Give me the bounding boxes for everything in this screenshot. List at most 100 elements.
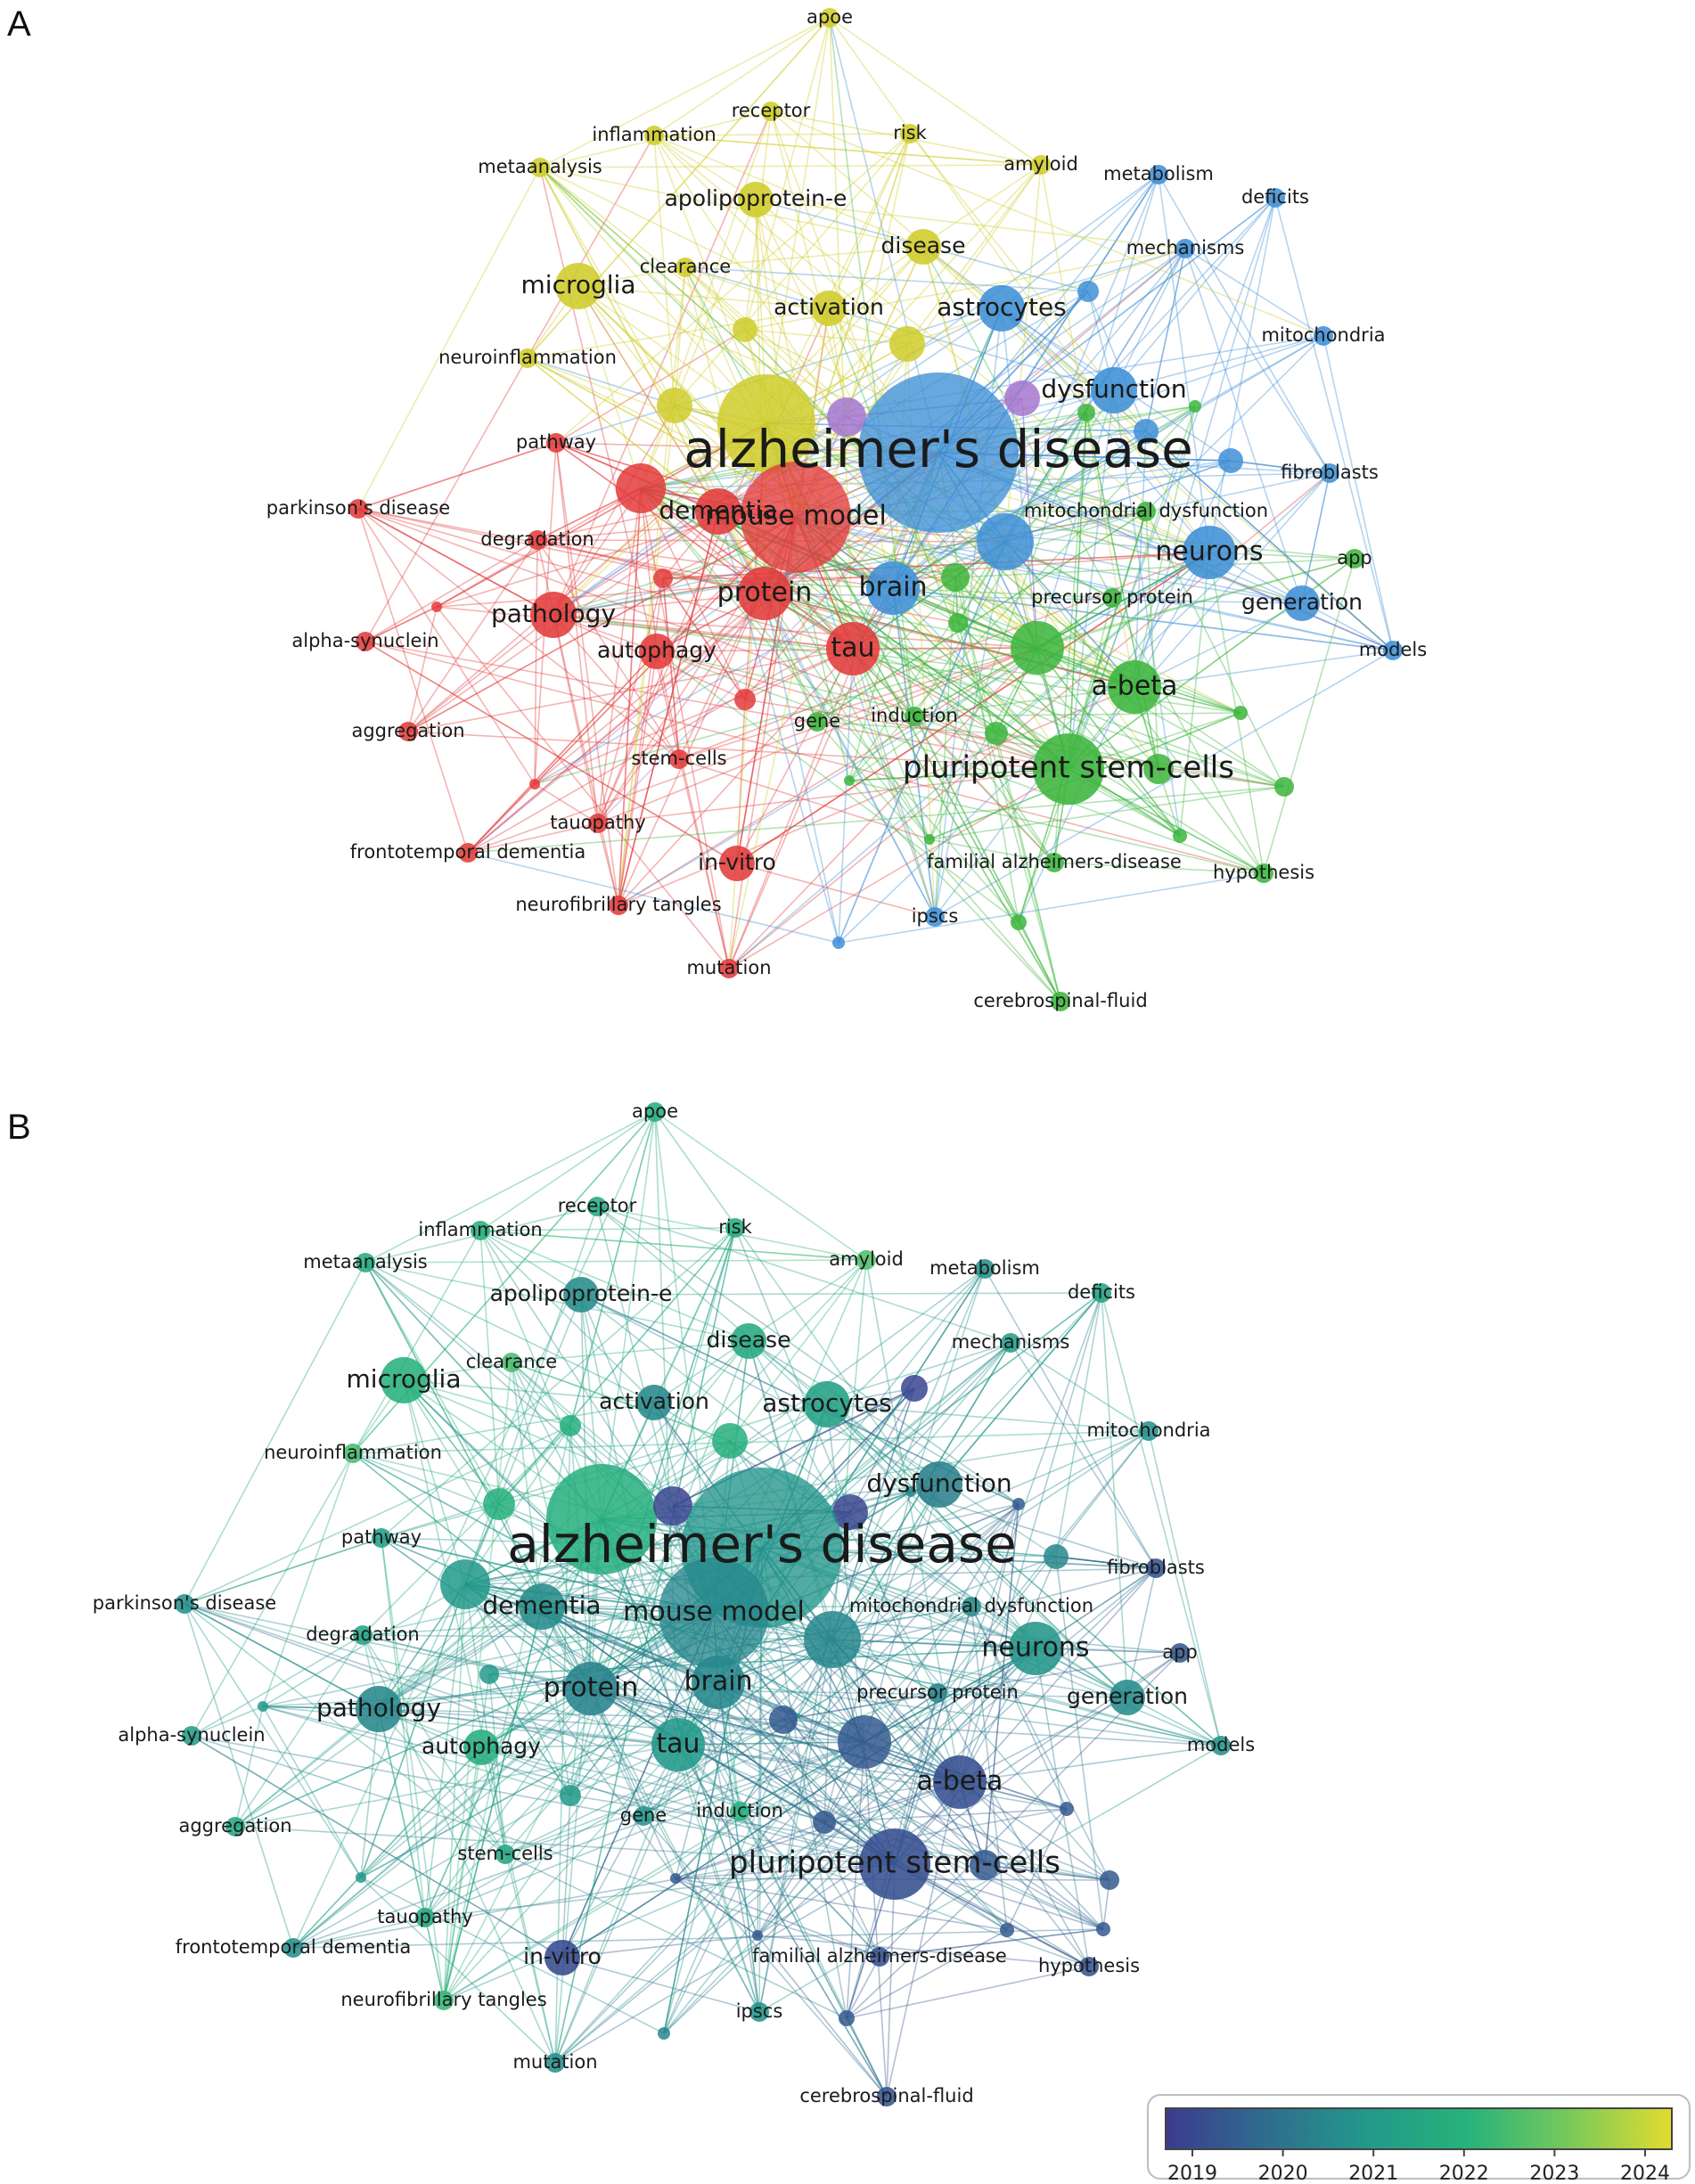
link	[360, 1681, 719, 1878]
keyword-node	[1100, 1870, 1119, 1890]
keyword-label: aggregation	[178, 1815, 291, 1836]
link	[590, 1688, 865, 1743]
keyword-node	[1143, 754, 1174, 784]
link	[826, 1403, 1222, 1746]
panel-a-letter: A	[7, 4, 31, 44]
link	[795, 460, 1232, 518]
link	[663, 1648, 1036, 2034]
keyword-node	[804, 1381, 850, 1427]
link	[782, 1503, 1019, 1721]
keyword-node	[545, 2053, 565, 2073]
link	[717, 1681, 1222, 1746]
keyword-node	[1170, 1643, 1190, 1663]
link	[826, 1403, 1036, 1649]
legend-tick-label: 2022	[1439, 2163, 1489, 2184]
link	[553, 614, 1038, 649]
keyword-node	[1218, 448, 1243, 473]
link	[424, 1688, 592, 1918]
link	[1145, 248, 1186, 432]
keyword-node	[555, 263, 602, 309]
keyword-label: stem-cells	[631, 748, 726, 769]
link	[488, 1673, 506, 1855]
link	[381, 1537, 445, 2001]
link	[590, 1440, 731, 1689]
link	[713, 1612, 1222, 1746]
link	[852, 647, 1038, 650]
keyword-label: pathway	[516, 431, 596, 453]
link	[424, 1612, 715, 1918]
keyword-label: apolipoprotein-e	[490, 1280, 673, 1306]
link	[938, 452, 1394, 651]
link	[934, 650, 1394, 918]
link	[1010, 1342, 1150, 1432]
link	[539, 167, 746, 331]
keyword-node	[609, 896, 628, 915]
keyword-label: alzheimer's disease	[507, 1514, 1017, 1575]
link	[892, 587, 936, 918]
keyword-node	[832, 1494, 868, 1530]
link	[640, 307, 1003, 489]
keyword-label: metabolism	[1103, 163, 1214, 184]
keyword-node	[1110, 1680, 1145, 1715]
keyword-node	[658, 2027, 670, 2040]
link	[357, 508, 536, 785]
link	[831, 1387, 915, 1640]
legend-tick-label: 2021	[1348, 2163, 1398, 2184]
keyword-node	[639, 634, 675, 669]
link	[663, 1484, 940, 2034]
keyword-node	[941, 563, 970, 592]
link	[717, 1681, 760, 2013]
keyword-node	[1314, 326, 1333, 346]
link	[643, 1606, 972, 1817]
link	[653, 1227, 736, 1403]
link	[357, 508, 854, 650]
keyword-label: microglia	[347, 1364, 462, 1394]
link	[262, 1705, 362, 1878]
link	[360, 1268, 986, 1878]
link	[498, 1227, 736, 1505]
link	[879, 1928, 1104, 1958]
link	[407, 539, 538, 732]
keyword-label: risk	[718, 1216, 752, 1238]
link	[1001, 307, 1210, 553]
link	[848, 768, 1069, 781]
keyword-label: tau	[656, 1729, 700, 1760]
link	[479, 1227, 736, 1231]
link	[764, 593, 936, 918]
keyword-label: frontotemporal dementia	[350, 841, 585, 863]
link	[480, 1746, 556, 2064]
link	[436, 422, 767, 608]
link	[184, 1603, 825, 1823]
link	[569, 1795, 1110, 1881]
link	[892, 430, 1147, 589]
link	[561, 1612, 715, 1959]
keyword-node	[839, 2010, 855, 2026]
link	[831, 1639, 1036, 1649]
link	[541, 1606, 571, 1796]
link	[864, 1741, 986, 1866]
keyword-label: neuroinflammation	[264, 1442, 442, 1463]
link	[795, 516, 1069, 770]
link	[1148, 1430, 1222, 1746]
link	[782, 1719, 1104, 1930]
link	[826, 1403, 865, 1743]
link	[995, 732, 1061, 1002]
link	[954, 577, 1181, 837]
link	[1085, 174, 1159, 413]
keyword-node	[752, 1930, 763, 1941]
keyword-node	[636, 1385, 672, 1420]
link	[357, 167, 541, 510]
link	[554, 1741, 865, 2064]
link	[816, 721, 1061, 1002]
link	[378, 1708, 679, 1746]
link	[407, 422, 767, 732]
link	[364, 1262, 749, 1342]
keyword-label: cerebrospinal-fluid	[799, 2085, 973, 2106]
keyword-node	[1077, 404, 1095, 421]
keyword-node	[1211, 1736, 1231, 1755]
keyword-label: tau	[831, 633, 874, 664]
link	[852, 648, 1055, 863]
link	[561, 1648, 1036, 1959]
link	[929, 412, 1087, 840]
link	[823, 1639, 833, 1823]
